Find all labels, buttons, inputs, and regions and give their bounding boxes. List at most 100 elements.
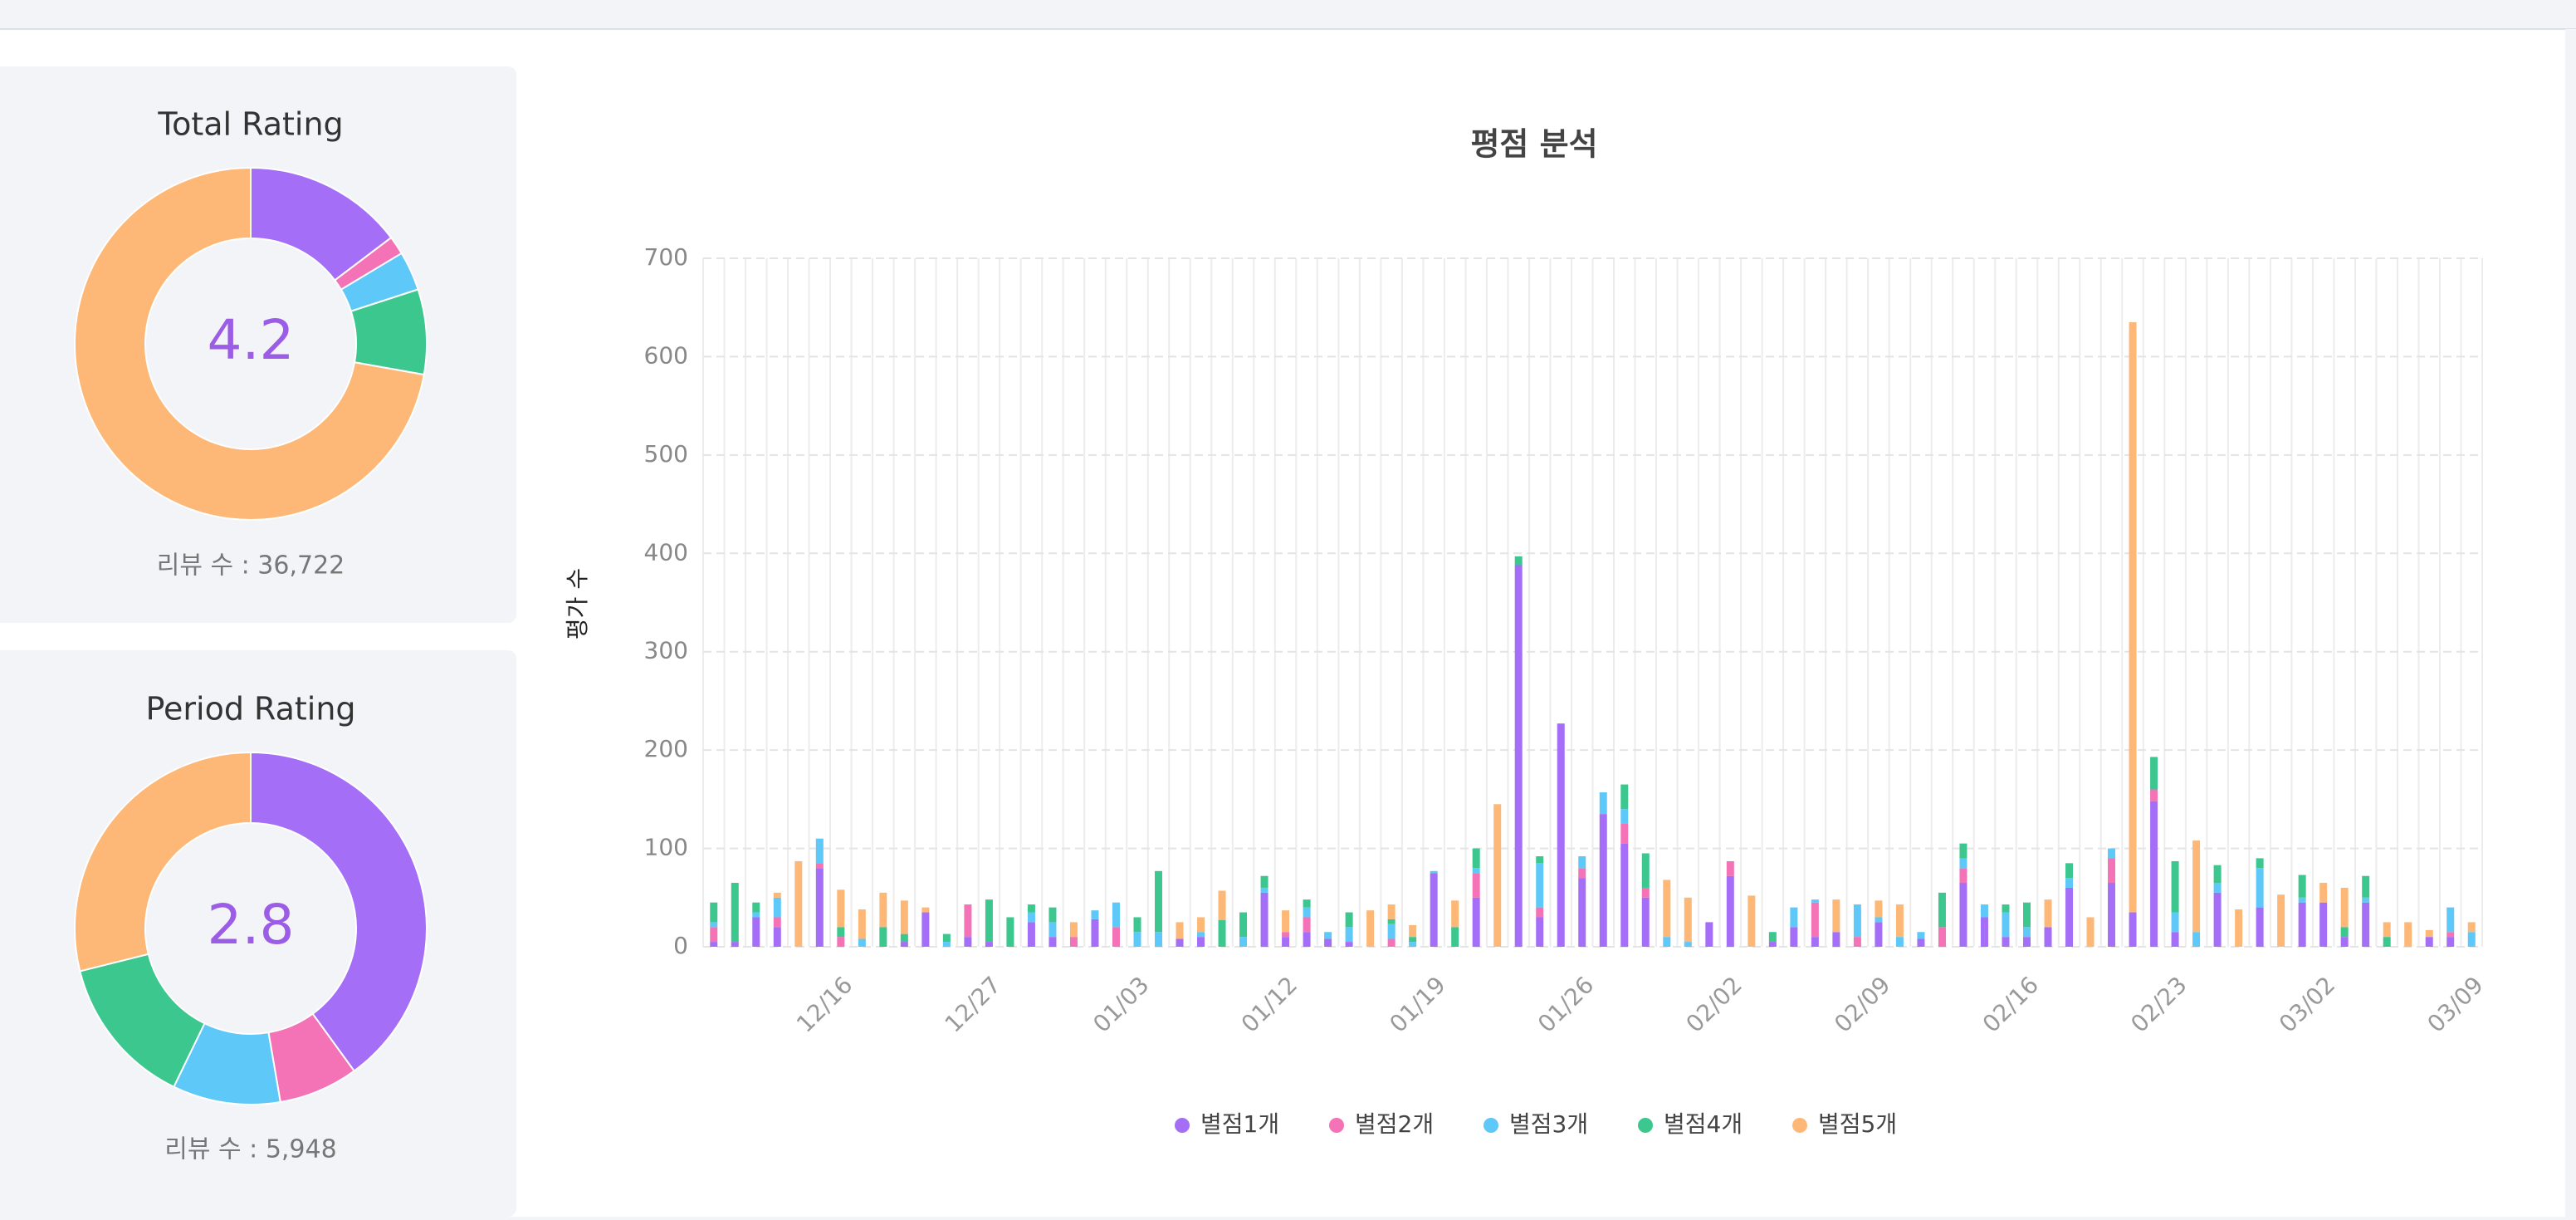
bar-segment: [794, 860, 803, 947]
bar-segment: [1155, 870, 1163, 933]
bar-segment: [1197, 932, 1205, 938]
donut-total: Total Rating 4.2 리뷰 수 : 36,722: [74, 106, 428, 581]
legend-marker: [1484, 1118, 1498, 1133]
bar-segment: [2467, 932, 2476, 947]
bar-segment: [2022, 902, 2031, 928]
y-tick-label: 0: [673, 932, 688, 959]
bar-segment: [1980, 917, 1988, 947]
bar-segment: [2362, 875, 2370, 898]
y-tick-label: 600: [644, 341, 688, 369]
bar-segment: [1387, 924, 1396, 939]
bar-segment: [1853, 937, 1861, 947]
bar-segment: [1578, 856, 1586, 869]
bar-segment: [2065, 878, 2074, 888]
bar-segment: [1895, 904, 1904, 938]
bar-segment: [858, 938, 866, 947]
bar-segment: [837, 889, 845, 928]
bar-segment: [2340, 887, 2349, 928]
card: [0, 650, 516, 1217]
bar-segment: [1536, 907, 1544, 918]
bar-segment: [1239, 937, 1248, 947]
bar-segment: [2108, 858, 2116, 884]
bar-segment: [1218, 890, 1226, 921]
bar-segment: [1875, 917, 1883, 923]
bar-segment: [1853, 904, 1861, 938]
card-title: Period Rating: [145, 691, 355, 728]
y-tick-label: 400: [644, 538, 688, 566]
y-tick-label: 200: [644, 735, 688, 762]
bar-segment: [2044, 927, 2052, 947]
bar-segment: [773, 897, 781, 918]
bar-segment: [2340, 937, 2349, 947]
bar-segment: [1493, 804, 1502, 947]
bar-segment: [1027, 912, 1035, 923]
bar-segment: [1260, 887, 1268, 893]
bar-segment: [2171, 932, 2179, 947]
y-tick-label: 300: [644, 637, 688, 664]
bar-segment: [1472, 868, 1480, 874]
bar-segment: [1048, 907, 1057, 923]
bar-segment: [985, 942, 993, 947]
bar-segment: [710, 927, 718, 943]
bar-segment: [1112, 902, 1120, 928]
bar-segment: [710, 942, 718, 947]
bar-segment: [837, 927, 845, 938]
bar-segment: [1091, 910, 1099, 919]
bar-segment: [1282, 932, 1290, 938]
bar-segment: [1430, 873, 1438, 947]
bar-segment: [2298, 897, 2306, 903]
bar-segment: [2467, 922, 2476, 933]
legend-label: 별점2개: [1355, 1110, 1434, 1138]
bar-segment: [2319, 883, 2328, 903]
legend-marker: [1329, 1118, 1344, 1133]
bar-segment: [858, 909, 866, 939]
bar-segment: [1260, 892, 1268, 947]
bar-segment: [1409, 924, 1417, 938]
bar-segment: [1133, 917, 1141, 933]
bar-segment: [1620, 809, 1629, 824]
bar-segment: [1663, 879, 1671, 938]
bar-segment: [2150, 801, 2158, 947]
bar-segment: [1430, 870, 1438, 874]
bar-segment: [1069, 937, 1078, 947]
bar-segment: [1536, 863, 1544, 908]
bar-segment: [2171, 912, 2179, 933]
bar-segment: [942, 942, 951, 947]
bar-segment: [1811, 899, 1819, 903]
bar-segment: [1980, 904, 1988, 918]
bar-segment: [1472, 873, 1480, 898]
bar-segment: [1938, 927, 1946, 947]
bar-segment: [2446, 907, 2455, 933]
bar-segment: [2086, 917, 2095, 947]
card: [0, 66, 516, 623]
bar-segment: [2362, 902, 2370, 947]
bar-segment: [2383, 937, 2391, 947]
card-title: Total Rating: [157, 106, 343, 143]
bar-segment: [2298, 902, 2306, 947]
bar-segment: [1959, 858, 1967, 869]
bar-segment: [2129, 321, 2137, 913]
bar-segment: [773, 892, 781, 898]
donut-period: Period Rating 2.8 리뷰 수 : 5,948: [74, 691, 428, 1164]
bar-segment: [2108, 883, 2116, 947]
bar-segment: [1514, 565, 1523, 947]
bar-segment: [2256, 907, 2264, 947]
bar-segment: [964, 904, 972, 938]
bar-segment: [2192, 932, 2201, 947]
bar-segment: [1409, 942, 1417, 947]
bar-segment: [1303, 932, 1311, 947]
bar-segment: [900, 900, 908, 934]
bar-segment: [1387, 938, 1396, 947]
bar-segment: [2425, 929, 2433, 938]
bar-segment: [752, 902, 760, 913]
bar-segment: [1959, 883, 1967, 947]
bar-segment: [1768, 942, 1777, 947]
bar-segment: [1620, 843, 1629, 947]
bar-segment: [1578, 878, 1586, 947]
review-count: 리뷰 수 : 36,722: [157, 551, 345, 581]
legend-label: 별점3개: [1509, 1110, 1588, 1138]
bar-segment: [1832, 932, 1840, 947]
bar-segment: [2404, 922, 2412, 947]
bar-segment: [1959, 868, 1967, 884]
chart-title: 평점 분석: [1470, 126, 1597, 163]
